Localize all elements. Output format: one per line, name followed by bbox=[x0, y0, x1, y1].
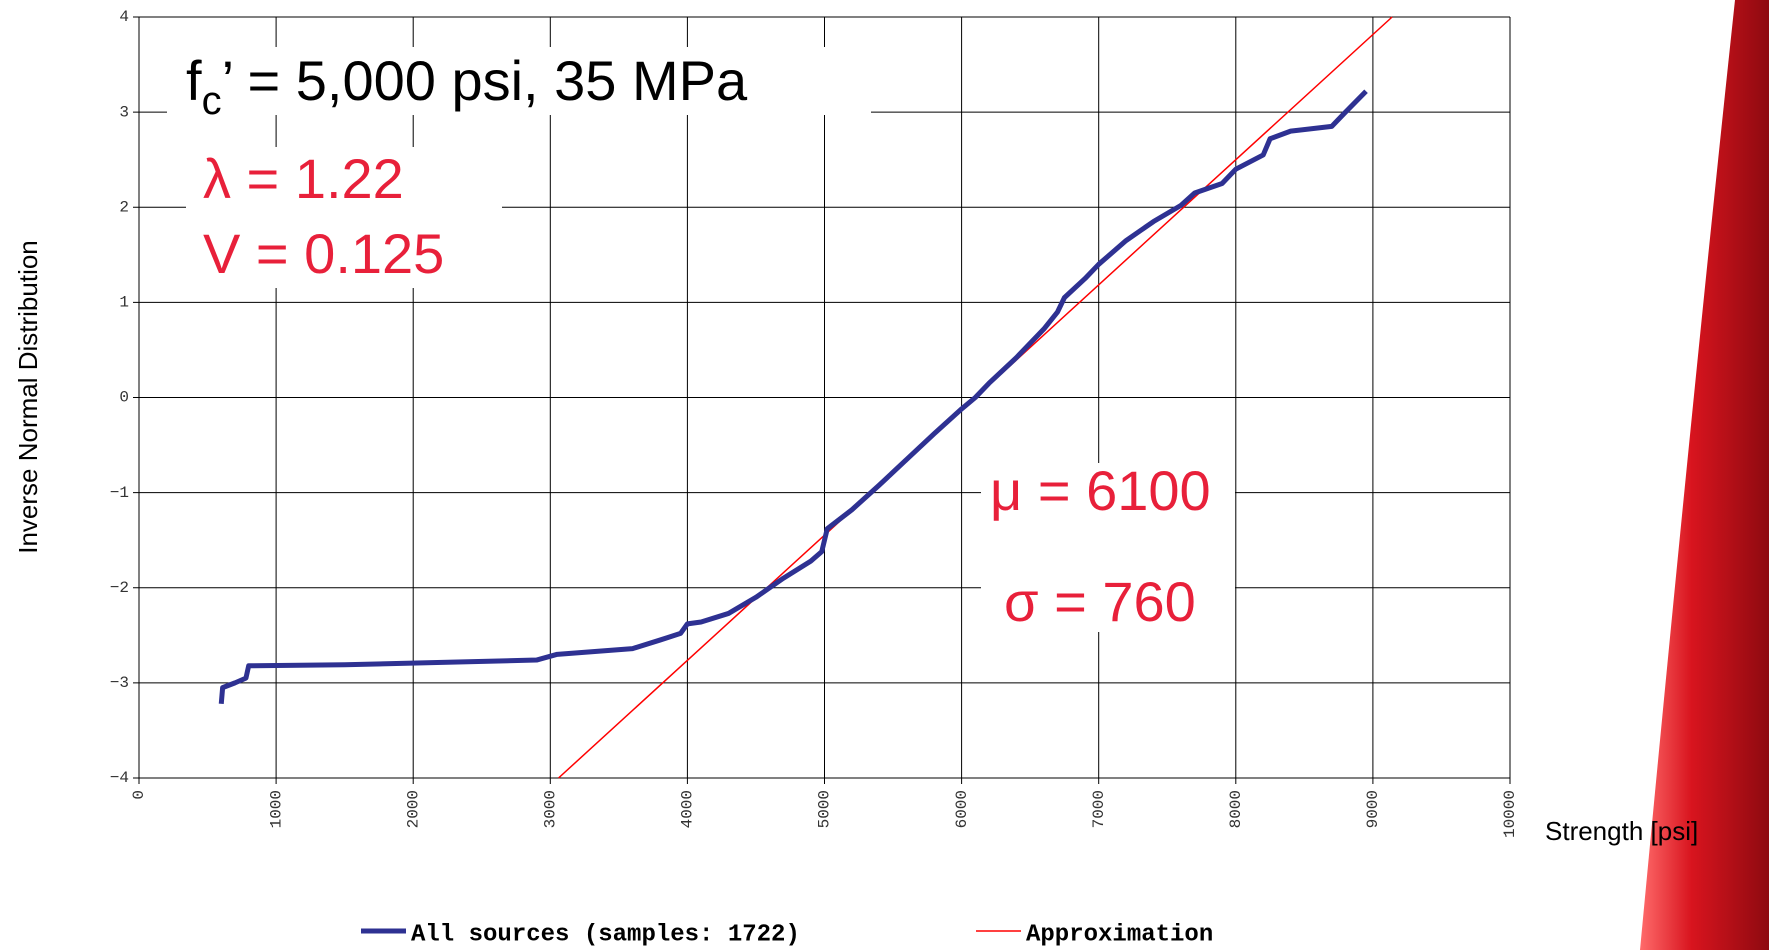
x-tick-label: 6000 bbox=[953, 790, 971, 828]
y-tick-label: −1 bbox=[110, 484, 129, 502]
x-tick-label: 10000 bbox=[1501, 790, 1519, 838]
y-tick-label: 0 bbox=[119, 389, 129, 407]
y-tick-label: 4 bbox=[119, 8, 129, 26]
note-sub: c bbox=[202, 79, 222, 123]
y-tick-label: −4 bbox=[110, 769, 129, 787]
legend-label: All sources (samples: 1722) bbox=[411, 921, 800, 948]
annotation: λ = 1.22 bbox=[203, 147, 404, 210]
annotation-box bbox=[167, 47, 871, 115]
x-tick-label: 1000 bbox=[267, 790, 285, 828]
x-tick-label: 8000 bbox=[1227, 790, 1245, 828]
y-tick-label: 2 bbox=[119, 198, 129, 216]
x-axis-label: Strength [psi] bbox=[1545, 816, 1698, 846]
x-tick-label: 3000 bbox=[542, 790, 560, 828]
y-axis-label: Inverse Normal Distribution bbox=[13, 240, 43, 554]
annotation: μ = 6100 bbox=[990, 459, 1211, 522]
x-tick-label: 4000 bbox=[679, 790, 697, 828]
series-line bbox=[218, 89, 1368, 705]
note-base: f bbox=[186, 49, 202, 112]
header-note: fc’ = 5,000 psi, 35 MPa bbox=[186, 49, 748, 123]
legend-label: Approximation bbox=[1026, 921, 1213, 948]
x-tick-label: 0 bbox=[130, 790, 148, 800]
y-tick-label: 3 bbox=[119, 103, 129, 121]
annotation: σ = 760 bbox=[1004, 570, 1196, 633]
annotation-box bbox=[981, 463, 1235, 632]
annotation: V = 0.125 bbox=[203, 222, 444, 285]
y-tick-label: 1 bbox=[119, 294, 129, 312]
annotation-box bbox=[186, 147, 502, 288]
x-tick-label: 7000 bbox=[1090, 790, 1108, 828]
y-tick-label: −2 bbox=[110, 579, 129, 597]
x-tick-label: 2000 bbox=[404, 790, 422, 828]
x-tick-label: 5000 bbox=[816, 790, 834, 828]
decoration bbox=[1640, 0, 1769, 950]
x-tick-label: 9000 bbox=[1364, 790, 1382, 828]
note-text: ’ = 5,000 psi, 35 MPa bbox=[222, 49, 748, 112]
y-tick-label: −3 bbox=[110, 674, 129, 692]
